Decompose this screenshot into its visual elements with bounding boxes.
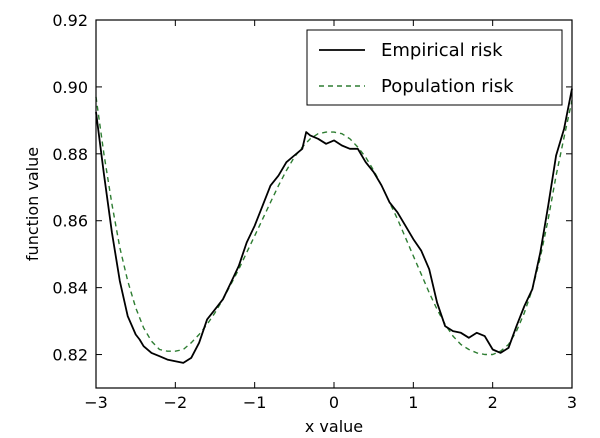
axis-ticks: −3 −2 −1 0 1 2 3 0.82 0.84 0.86 0.88 0.90 0.92 [52,11,577,412]
x-tick-label: 0 [329,393,339,412]
x-tick-label: −3 [84,393,108,412]
x-axis-label: x value [305,417,363,436]
y-tick-label: 0.90 [52,78,88,97]
legend-label-empirical-risk: Empirical risk [381,40,503,61]
y-tick-label: 0.92 [52,11,88,30]
y-tick-label: 0.84 [52,279,88,298]
series-line-empirical-risk [95,88,573,364]
y-axis-label: function value [23,147,42,261]
x-tick-label: −1 [243,393,267,412]
x-tick-label: 1 [408,393,418,412]
legend-label-population-risk: Population risk [381,76,514,97]
legend-box [306,29,563,106]
plot-area [95,88,573,364]
x-tick-label: 2 [488,393,498,412]
series-line-population-risk [95,96,573,356]
plot-frame [95,19,573,389]
y-tick-label: 0.88 [52,145,88,164]
x-tick-label: 3 [567,393,577,412]
legend: Empirical risk Population risk [306,29,563,106]
x-tick-label: −2 [164,393,188,412]
y-tick-label: 0.82 [52,346,88,365]
y-tick-label: 0.86 [52,212,88,231]
